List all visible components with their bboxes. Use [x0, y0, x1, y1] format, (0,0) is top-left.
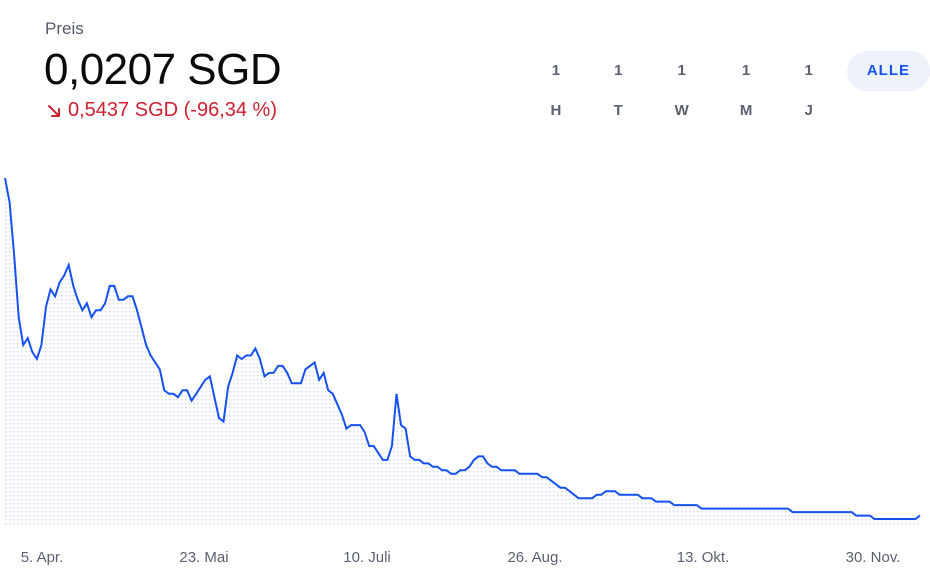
current-price: 0,0207 SGD: [44, 45, 282, 94]
tab-1w[interactable]: 1 W: [674, 62, 690, 119]
tab-1t[interactable]: 1 T: [613, 62, 624, 119]
time-range-tabs: 1 H 1 T 1 W 1 M 1 J ALLE: [532, 51, 930, 119]
arrow-down-right-icon: [46, 103, 62, 119]
price-label: Preis: [45, 19, 84, 38]
x-tick-label: 26. Aug.: [507, 549, 562, 566]
x-tick-label: 5. Apr.: [21, 549, 64, 566]
tab-alle[interactable]: ALLE: [846, 51, 930, 91]
x-axis-labels: 5. Apr. 23. Mai 10. Juli 26. Aug. 13. Okt. 30…: [21, 549, 901, 566]
price-area: [5, 178, 920, 526]
price-chart-svg: 5. Apr. 23. Mai 10. Juli 26. Aug. 13. Okt. 30…: [4, 177, 921, 566]
tab-1h[interactable]: 1 H: [550, 62, 563, 119]
x-tick-label: 10. Juli: [343, 549, 391, 566]
price-chart[interactable]: 5. Apr. 23. Mai 10. Juli 26. Aug. 13. Okt. 30…: [0, 170, 930, 575]
price-change: 0,5437 SGD (-96,34 %): [46, 99, 277, 122]
price-line: [4, 177, 921, 520]
tab-1m[interactable]: 1 M: [739, 62, 754, 119]
tab-1j[interactable]: 1 J: [804, 62, 814, 119]
x-tick-label: 30. Nov.: [846, 549, 901, 566]
x-tick-label: 13. Okt.: [677, 549, 730, 566]
price-change-value: 0,5437 SGD (-96,34 %): [68, 99, 277, 121]
x-tick-label: 23. Mai: [179, 549, 228, 566]
